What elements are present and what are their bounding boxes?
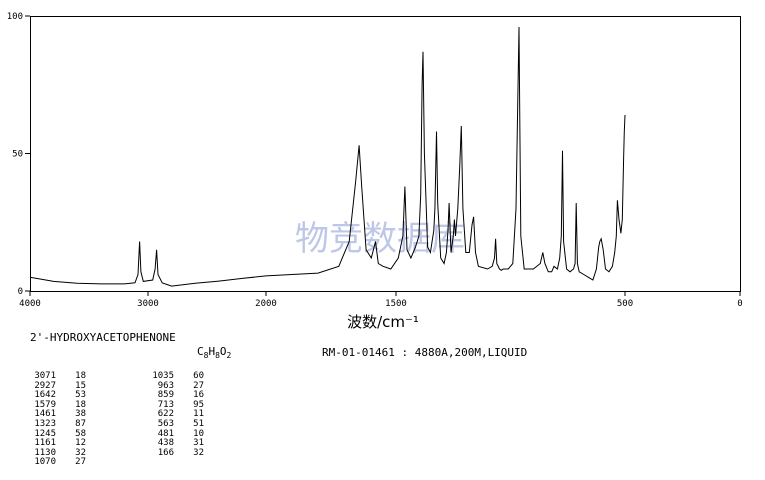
peak-row: 622 11 [140, 410, 204, 420]
peak-wavenumber: 438 [157, 438, 174, 449]
peak-wavenumber: 1245 [34, 428, 56, 439]
peak-row: 438 31 [140, 439, 204, 449]
peak-wavenumber: 1323 [34, 418, 56, 429]
peak-row: 1579 18 [22, 399, 86, 411]
spectrum-chart: 物竞数据库 0 50 100 4000 3000 2000 1500 500 0 波数/cm⁻… [7, 12, 743, 331]
peak-wavenumber: 1461 [34, 409, 56, 420]
peak-row: 1642 53 [22, 391, 86, 401]
y-tick-label: 100 [7, 12, 23, 22]
peak-wavenumber: 1130 [34, 447, 56, 458]
peak-intensity: 58 [75, 428, 86, 439]
peak-row: 963 27 [140, 380, 204, 392]
peak-row: 481 10 [140, 428, 204, 440]
peak-intensity: 38 [75, 409, 86, 420]
peak-intensity: 53 [75, 390, 86, 401]
peak-table-right: 1035 60 963 27 859 16 713 95 622 11 563 51 481 10 438 3… [140, 371, 204, 459]
peak-wavenumber: 713 [157, 399, 174, 410]
peak-row: 3071 18 [22, 371, 86, 382]
peak-table-left: 3071 18 2927 15 1642 53 1579 18 1461 38 1323 87 1245… [22, 371, 86, 468]
peak-row: 1323 87 [22, 418, 86, 430]
peak-row: 1070 27 [22, 458, 86, 468]
record-info: RM-01-01461 : 4880A,200M,LIQUID [322, 346, 528, 359]
x-axis: 4000 3000 2000 1500 500 0 [19, 291, 743, 309]
x-tick-label: 500 [617, 299, 633, 309]
peak-row: 713 95 [140, 399, 204, 411]
peak-intensity: 16 [193, 390, 204, 401]
peak-intensity: 11 [193, 409, 204, 420]
peak-wavenumber: 563 [157, 418, 174, 429]
peak-wavenumber: 1035 [152, 371, 174, 381]
peak-intensity: 27 [75, 457, 86, 468]
x-tick-label: 4000 [19, 299, 41, 309]
compound-title: 2'-HYDROXYACETOPHENONE [30, 331, 176, 344]
peak-row: 1035 60 [140, 371, 204, 382]
peak-row: 563 51 [140, 418, 204, 430]
peak-wavenumber: 963 [157, 380, 174, 391]
y-axis: 0 50 100 [7, 12, 30, 297]
y-tick-label: 0 [18, 287, 23, 297]
peak-intensity: 31 [193, 438, 204, 449]
molecular-formula: C8H8O2 [197, 345, 232, 361]
peak-intensity: 87 [75, 418, 86, 429]
peak-wavenumber: 2927 [34, 380, 56, 391]
peak-wavenumber: 481 [157, 428, 174, 439]
peak-wavenumber: 3071 [34, 371, 56, 381]
peak-intensity: 51 [193, 418, 204, 429]
peak-row: 1461 38 [22, 410, 86, 420]
peak-intensity: 27 [193, 380, 204, 391]
peak-wavenumber: 1161 [34, 438, 56, 449]
peak-intensity: 60 [193, 371, 204, 381]
x-tick-label: 0 [737, 299, 742, 309]
x-tick-label: 2000 [255, 299, 277, 309]
peak-row: 166 32 [140, 447, 204, 459]
peak-intensity: 10 [193, 428, 204, 439]
peak-intensity: 15 [75, 380, 86, 391]
watermark: 物竞数据库 [295, 219, 465, 259]
peak-row: 859 16 [140, 391, 204, 401]
peak-row: 2927 15 [22, 380, 86, 392]
peak-row: 1130 32 [22, 447, 86, 459]
peak-intensity: 32 [75, 447, 86, 458]
x-tick-label: 3000 [137, 299, 159, 309]
x-tick-label: 1500 [385, 299, 407, 309]
peak-wavenumber: 1579 [34, 399, 56, 410]
peak-row: 1245 58 [22, 428, 86, 440]
peak-intensity: 95 [193, 399, 204, 410]
peak-wavenumber: 859 [157, 390, 174, 401]
peak-wavenumber: 622 [157, 409, 174, 420]
peak-row: 1161 12 [22, 439, 86, 449]
series-line [29, 26, 626, 287]
peak-intensity: 12 [75, 438, 86, 449]
peak-intensity: 18 [75, 399, 86, 410]
x-axis-label: 波数/cm⁻¹ [347, 313, 419, 331]
peak-intensity: 32 [193, 447, 204, 458]
peak-intensity: 18 [75, 371, 86, 381]
peak-wavenumber: 1642 [34, 390, 56, 401]
peak-wavenumber: 166 [157, 447, 174, 458]
peak-wavenumber: 1070 [34, 457, 56, 468]
plot-frame [30, 16, 741, 292]
y-tick-label: 50 [12, 150, 23, 160]
